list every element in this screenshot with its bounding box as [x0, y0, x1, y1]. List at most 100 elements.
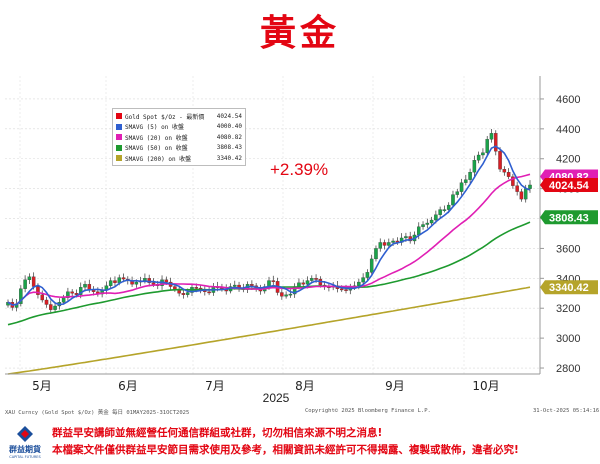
legend-value: 3340.42 [216, 154, 242, 162]
candle-body [434, 214, 438, 221]
badge-shape [540, 210, 598, 225]
chart-title: 黃金 [259, 13, 340, 54]
candle-body [344, 289, 348, 291]
candle-body [185, 292, 190, 295]
y-tick-label: 3600 [556, 243, 580, 255]
sma5-line [7, 145, 531, 306]
candle-body [83, 284, 87, 288]
legend-label: SMAVG (50) on 收盤 [125, 145, 188, 153]
candle-body [143, 278, 147, 281]
candle-body [494, 133, 498, 152]
candle-body [472, 160, 477, 173]
candle-body [519, 191, 524, 200]
legend-swatch-sma5 [116, 123, 122, 130]
candle-body [194, 287, 199, 289]
x-tick-label: 7月 [205, 379, 225, 393]
candle-body [151, 282, 156, 285]
candle-body [451, 194, 455, 206]
x-tick-label: 6月 [118, 379, 138, 393]
candle-body [164, 279, 169, 283]
candle-body [147, 278, 151, 283]
candle-body [305, 280, 310, 285]
candle-body [250, 284, 254, 286]
candle-body [134, 281, 139, 285]
candle-body [425, 222, 430, 225]
y-tick-label: 2800 [556, 363, 580, 375]
candle-body [464, 179, 468, 183]
candle-body [53, 305, 57, 310]
y-tick-label: 4600 [556, 94, 580, 106]
legend-label: SMAVG (200) on 收盤 [125, 155, 192, 163]
candle-body [31, 276, 36, 287]
candle-body [498, 151, 502, 170]
candle-body [468, 172, 472, 180]
candle-body [361, 277, 365, 283]
candle-body [19, 288, 23, 304]
legend-swatch-sma20 [116, 134, 122, 141]
sma200-line [7, 286, 531, 375]
candle-body [181, 293, 186, 295]
source-copyright: Copyright© 2025 Bloomberg Finance L.P. [305, 408, 431, 414]
candle-body [438, 209, 442, 215]
candle-body [489, 133, 494, 140]
candle-body [459, 182, 464, 192]
legend-label: Gold Spot $/Oz - 最新價 [125, 113, 205, 121]
candle-body [528, 184, 532, 189]
candle-body [301, 282, 305, 285]
x-tick-label: 10月 [472, 379, 499, 393]
candle-body [70, 291, 74, 294]
legend-item-sma5: SMAVG (5) on 收盤 4000.40 [116, 122, 242, 133]
axis-value-badge: 3808.43 [540, 210, 598, 225]
candle-body [108, 280, 113, 286]
candle-body [481, 152, 485, 156]
axis-value-badge: 3340.42 [540, 280, 598, 295]
candle-body [476, 154, 481, 161]
legend-swatch-price [116, 113, 122, 120]
logo-name: 群益期貨 [9, 445, 41, 454]
legend-item-sma50: SMAVG (50) on 收盤 3808.43 [116, 143, 242, 154]
candle-body [446, 204, 451, 210]
badge-label: 3808.43 [549, 212, 589, 224]
sma20-line [7, 173, 531, 306]
candle-body [49, 304, 53, 310]
legend-label: SMAVG (20) on 收盤 [125, 134, 188, 142]
source-left: XAU Curncy (Gold Spot $/Oz) 黃金 每日 01MAY2… [5, 410, 190, 416]
candle-body [417, 226, 421, 236]
price-chart: 2800300032003400360038004000420044004600… [5, 76, 598, 405]
candle-body [87, 284, 92, 290]
y-tick-label: 3200 [556, 303, 580, 315]
x-tick-label: 9月 [385, 379, 405, 393]
legend-value: 4080.82 [216, 133, 242, 141]
candle-body [502, 169, 507, 173]
candle-body [288, 293, 293, 296]
candle-body [404, 236, 408, 239]
company-logo: 群益期貨 CAPITAL FUTURES [4, 424, 46, 460]
legend-value: 4000.40 [216, 123, 242, 131]
candle-body [284, 294, 288, 297]
candle-body [66, 291, 70, 298]
y-tick-label: 4200 [556, 154, 580, 166]
candle-body [365, 272, 370, 278]
candle-body [391, 240, 395, 243]
candle-body [442, 209, 447, 211]
candle-body [339, 288, 344, 291]
candle-body [121, 277, 126, 280]
badge-shape [540, 177, 598, 192]
candle-body [314, 278, 318, 280]
candle-body [27, 276, 32, 280]
chart-legend: Gold Spot $/Oz - 最新價 4024.54 SMAVG (5) o… [112, 108, 246, 166]
candle-body [455, 191, 460, 195]
legend-item-sma20: SMAVG (20) on 收盤 4080.82 [116, 132, 242, 143]
candle-body [357, 281, 361, 286]
candle-body [523, 188, 528, 200]
legend-label: SMAVG (5) on 收盤 [125, 124, 184, 132]
candle-body [23, 279, 27, 289]
logo-emblem-icon [17, 426, 33, 442]
x-tick-label: 5月 [32, 379, 52, 393]
candle-body [310, 278, 314, 281]
x-axis-label: 2025 [263, 391, 290, 405]
candle-body [421, 224, 425, 227]
y-tick-label: 3000 [556, 333, 580, 345]
axis-value-badge: 4024.54 [540, 177, 598, 192]
sma50-line [7, 221, 531, 326]
